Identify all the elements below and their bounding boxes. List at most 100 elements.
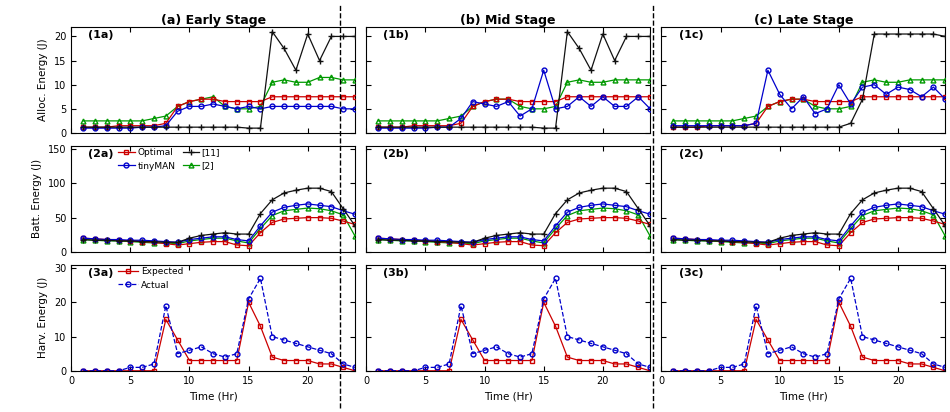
Expected [786, 358, 797, 363]
Actual [762, 351, 773, 356]
Expected [609, 361, 620, 366]
Expected [892, 358, 903, 363]
Expected [467, 337, 479, 342]
Text: (2c): (2c) [678, 149, 703, 159]
Expected [231, 358, 242, 363]
Title: (a) Early Stage: (a) Early Stage [161, 14, 266, 27]
Actual [231, 351, 242, 356]
Actual [172, 351, 183, 356]
Actual [679, 368, 691, 373]
Expected [550, 324, 561, 329]
Actual [857, 334, 868, 339]
Expected [668, 368, 679, 373]
Actual [183, 348, 195, 353]
Expected [267, 355, 278, 360]
Actual [881, 341, 892, 346]
Text: (2a): (2a) [88, 149, 114, 159]
Line: Expected: Expected [376, 300, 653, 373]
Expected [219, 358, 231, 363]
Actual [337, 361, 349, 366]
Expected [833, 300, 845, 305]
Actual [326, 351, 337, 356]
Line: Actual: Actual [81, 276, 357, 373]
Actual [692, 368, 703, 373]
Expected [868, 358, 880, 363]
Expected [703, 368, 714, 373]
Expected [350, 368, 361, 373]
Actual [633, 361, 644, 366]
Expected [904, 361, 916, 366]
Expected [916, 361, 927, 366]
Actual [350, 365, 361, 370]
Text: (1c): (1c) [678, 30, 703, 40]
Actual [455, 303, 466, 308]
Expected [538, 300, 549, 305]
Expected [77, 368, 88, 373]
Actual [526, 351, 538, 356]
Actual [598, 344, 609, 349]
Actual [491, 344, 503, 349]
Actual [561, 334, 573, 339]
Actual [750, 303, 762, 308]
Actual [644, 365, 655, 370]
Text: (2b): (2b) [384, 149, 409, 159]
Actual [137, 365, 148, 370]
Actual [727, 365, 738, 370]
Line: Expected: Expected [671, 300, 948, 373]
Actual [774, 348, 786, 353]
Actual [385, 368, 396, 373]
Expected [278, 358, 290, 363]
Expected [172, 337, 183, 342]
Actual [243, 296, 255, 301]
Line: Actual: Actual [376, 276, 653, 373]
Y-axis label: Batt. Energy (J): Batt. Energy (J) [32, 159, 43, 239]
Actual [845, 276, 856, 281]
Actual [207, 351, 218, 356]
Actual [822, 351, 833, 356]
Actual [255, 276, 266, 281]
Actual [868, 337, 880, 342]
Expected [620, 361, 632, 366]
Expected [514, 358, 525, 363]
Actual [550, 276, 561, 281]
Actual [609, 348, 620, 353]
Expected [822, 358, 833, 363]
Actual [124, 365, 136, 370]
Expected [561, 355, 573, 360]
Expected [372, 368, 384, 373]
Expected [101, 368, 112, 373]
Expected [314, 361, 325, 366]
Expected [207, 358, 218, 363]
Actual [113, 368, 124, 373]
Expected [644, 368, 655, 373]
Actual [668, 368, 679, 373]
Expected [526, 358, 538, 363]
Expected [727, 368, 738, 373]
Actual [798, 351, 809, 356]
Expected [337, 365, 349, 370]
Expected [326, 361, 337, 366]
Title: (b) Mid Stage: (b) Mid Stage [461, 14, 556, 27]
Expected [798, 358, 809, 363]
Expected [585, 358, 597, 363]
Expected [715, 368, 727, 373]
Actual [916, 351, 927, 356]
X-axis label: Time (Hr): Time (Hr) [484, 391, 533, 401]
Actual [372, 368, 384, 373]
Expected [420, 368, 431, 373]
Expected [444, 368, 455, 373]
Actual [278, 337, 290, 342]
Expected [762, 337, 773, 342]
Text: (3c): (3c) [678, 268, 703, 278]
Expected [491, 358, 503, 363]
Actual [809, 355, 821, 360]
Expected [881, 358, 892, 363]
Expected [940, 368, 950, 373]
Text: (1b): (1b) [384, 30, 409, 40]
Actual [738, 361, 750, 366]
Actual [786, 344, 797, 349]
Expected [692, 368, 703, 373]
Expected [455, 317, 466, 322]
Expected [633, 365, 644, 370]
Actual [715, 365, 727, 370]
